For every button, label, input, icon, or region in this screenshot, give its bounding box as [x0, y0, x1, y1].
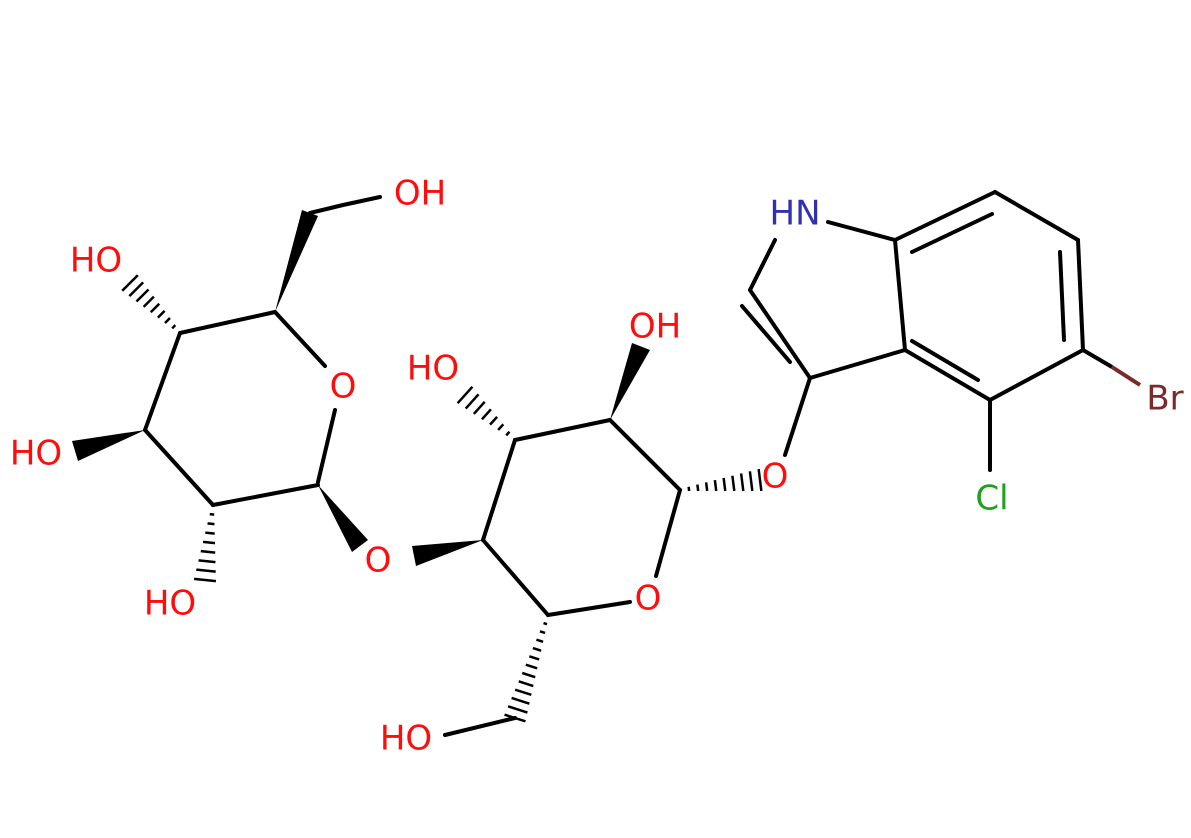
hash-line — [472, 400, 486, 415]
hash-line — [687, 486, 691, 492]
atom-label: O — [635, 579, 662, 619]
hash-line — [504, 713, 526, 723]
hash-line — [514, 688, 532, 697]
hash-line — [704, 482, 709, 492]
hash-line — [164, 317, 171, 324]
atom-label: HO — [144, 584, 196, 624]
bonds — [72, 190, 1142, 737]
hash-line — [525, 663, 538, 670]
hash-line — [142, 295, 155, 308]
hash-line — [193, 577, 217, 583]
hash-line — [539, 630, 546, 635]
hash-line — [739, 473, 745, 492]
hash-line — [748, 471, 754, 492]
atom-label: O — [762, 457, 789, 497]
hash-line — [722, 477, 727, 492]
hash-line — [135, 288, 150, 303]
hash-line — [511, 696, 530, 705]
hash-line — [202, 540, 216, 545]
atom-labels: OH HO O HO HO O HO OH O O HO HN Br Cl — [10, 174, 1184, 759]
hash-line — [207, 522, 215, 526]
atom-label: O — [330, 367, 357, 407]
hash-line — [157, 310, 166, 319]
atom-label: HO — [380, 719, 432, 759]
hashed-bonds — [121, 274, 763, 723]
atom-label: OH — [629, 307, 681, 347]
hash-line — [464, 393, 480, 410]
hash-line — [489, 415, 499, 426]
hash-line — [528, 655, 540, 661]
atom-label: HO — [70, 241, 122, 281]
atom-label: HO — [407, 349, 459, 389]
hash-line — [149, 302, 161, 314]
hash-line — [731, 475, 736, 492]
hash-line — [456, 385, 474, 405]
hash-line — [205, 531, 215, 535]
hash-line — [521, 671, 536, 679]
hash-line — [532, 646, 542, 652]
hash-line — [497, 423, 505, 431]
hash-line — [536, 638, 544, 644]
hash-line — [196, 568, 216, 573]
hash-line — [121, 274, 139, 292]
atom-label: HN — [770, 194, 821, 234]
hash-line — [128, 281, 145, 298]
atom-label: Br — [1146, 379, 1183, 419]
hash-line — [505, 430, 511, 437]
hash-line — [171, 324, 177, 330]
hash-line — [543, 621, 548, 626]
atom-label: HO — [10, 434, 62, 474]
hash-line — [198, 559, 216, 564]
hash-line — [713, 479, 718, 492]
hash-line — [757, 468, 763, 492]
atom-label: OH — [394, 174, 446, 214]
atom-label: Cl — [975, 479, 1008, 519]
hash-line — [507, 705, 528, 714]
hash-line — [200, 549, 216, 554]
atom-label: O — [365, 541, 392, 581]
hash-line — [696, 484, 700, 492]
hash-line — [481, 408, 492, 421]
hash-line — [518, 680, 534, 688]
